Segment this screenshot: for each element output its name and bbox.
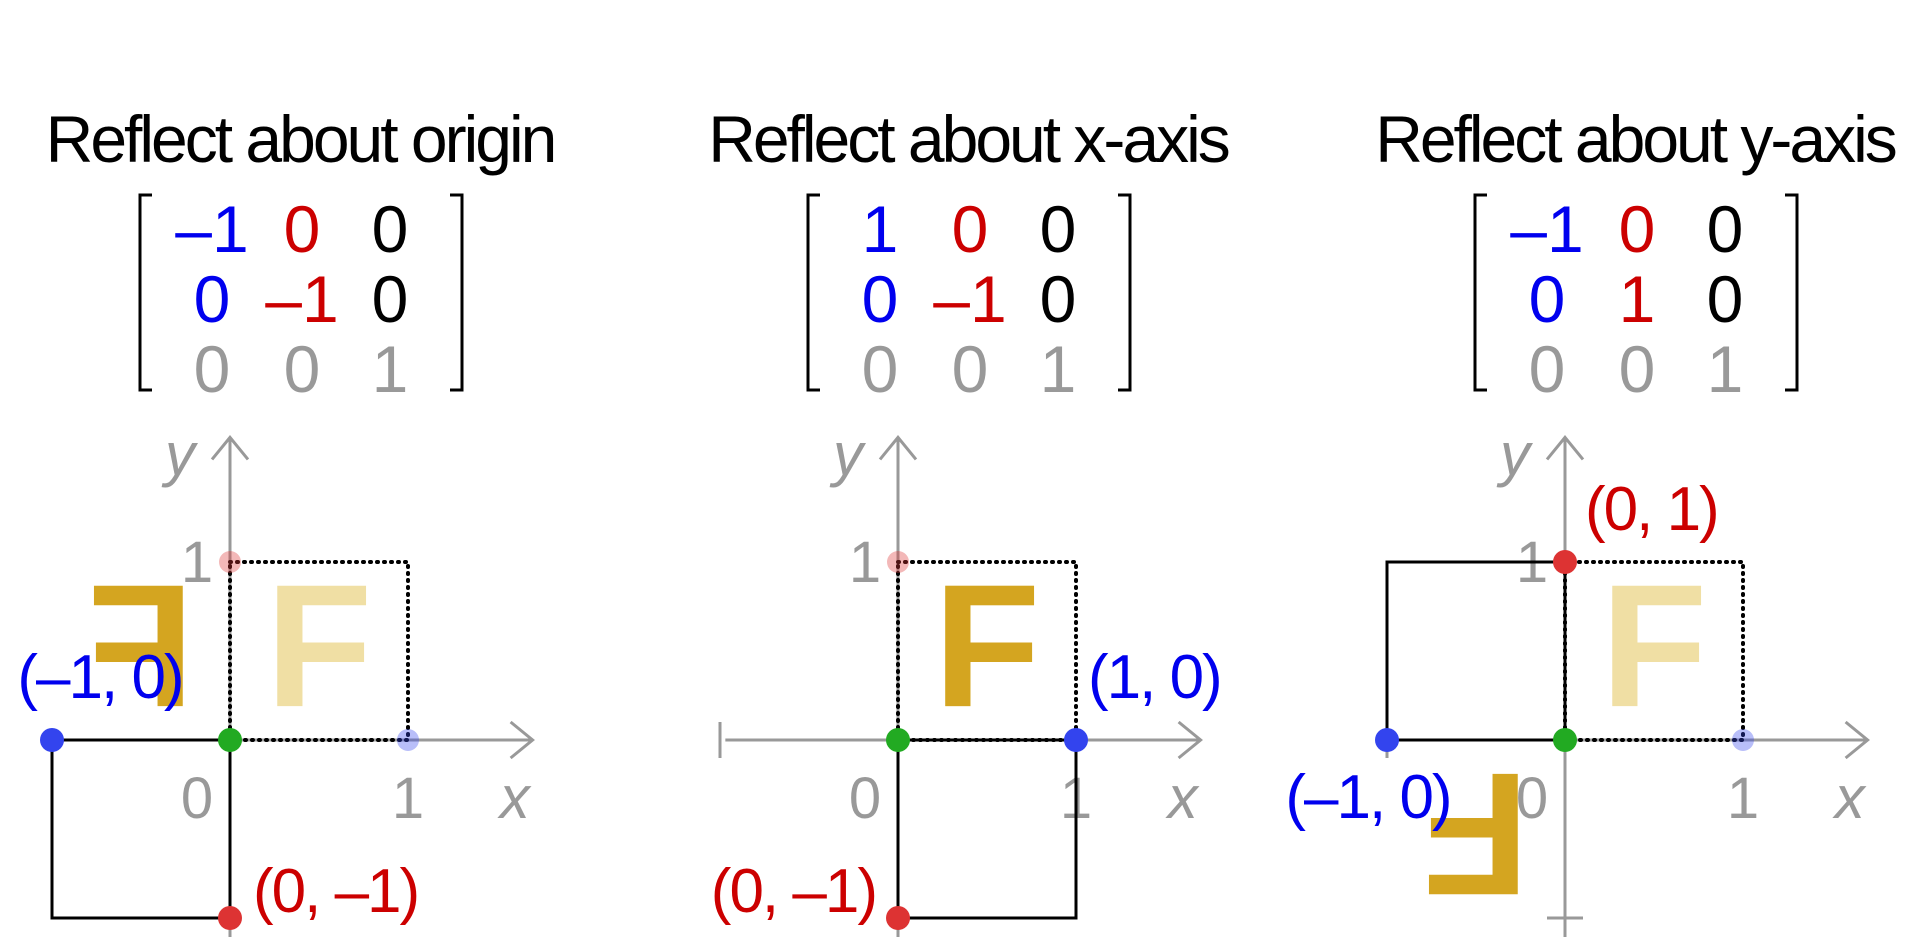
matrix-entry-r2c3: 0 xyxy=(1040,262,1077,336)
matrix-entry-r3c1: 0 xyxy=(1529,332,1566,406)
transformed-letter: F xyxy=(934,549,1041,744)
transformed-unit-square xyxy=(50,738,232,920)
matrix-entry-r3c3: 1 xyxy=(1040,332,1077,406)
matrix-entry-r1c1: –1 xyxy=(175,192,248,266)
tick-label-y-one: 1 xyxy=(849,530,881,595)
original-x-point xyxy=(397,729,419,751)
original-letter: F xyxy=(266,549,373,744)
matrix-entry-r1c3: 0 xyxy=(1707,192,1744,266)
matrix-entry-r2c3: 0 xyxy=(372,262,409,336)
transformed-letter-group: F xyxy=(934,549,1041,744)
image-y-point xyxy=(1553,550,1577,574)
matrix-entry-r3c1: 0 xyxy=(194,332,231,406)
matrix-bracket-left xyxy=(806,193,820,392)
original-letter: F xyxy=(1601,549,1708,744)
image-y-point xyxy=(218,906,242,930)
x-axis-label: x xyxy=(1165,764,1200,831)
matrix-entry-r3c2: 0 xyxy=(1619,332,1656,406)
x-axis-arrow xyxy=(1844,720,1870,760)
matrix-entry-r2c1: 0 xyxy=(194,262,231,336)
matrix-entry-r1c1: 1 xyxy=(862,192,899,266)
original-x-point xyxy=(1732,729,1754,751)
x-axis-label: x xyxy=(497,764,532,831)
transformed-letter-group: F xyxy=(88,549,195,744)
panel-title: Reflect about y-axis xyxy=(1375,102,1896,176)
matrix-bracket-right xyxy=(450,193,464,392)
x-axis-label: x xyxy=(1832,764,1867,831)
panel-title: Reflect about x-axis xyxy=(708,102,1229,176)
image-y-label: (0, –1) xyxy=(711,857,876,926)
image-x-point xyxy=(1375,728,1399,752)
image-x-point xyxy=(40,728,64,752)
image-y-point xyxy=(886,906,910,930)
matrix-entry-r3c3: 1 xyxy=(372,332,409,406)
matrix-entry-r2c3: 0 xyxy=(1707,262,1744,336)
origin-point xyxy=(886,728,910,752)
transformed-letter-group: F xyxy=(1423,736,1530,931)
transformed-letter: F xyxy=(88,549,195,744)
matrix-bracket-right xyxy=(1785,193,1799,392)
original-letter: F xyxy=(934,549,1041,744)
matrix-entry-r1c1: –1 xyxy=(1510,192,1583,266)
y-axis-label: y xyxy=(829,421,867,488)
tick-label-zero: 0 xyxy=(181,766,213,831)
tick-label-zero: 0 xyxy=(1516,766,1548,831)
image-x-label: (–1, 0) xyxy=(17,643,182,712)
transformed-letter: F xyxy=(1423,736,1530,931)
transformed-unit-square xyxy=(1385,560,1567,742)
matrix-entry-r2c1: 0 xyxy=(862,262,899,336)
y-axis-label: y xyxy=(1496,421,1534,488)
original-unit-square xyxy=(228,560,410,742)
matrix-entry-r3c3: 1 xyxy=(1707,332,1744,406)
origin-point xyxy=(218,728,242,752)
y-axis-arrow xyxy=(1545,435,1585,461)
panel-title: Reflect about origin xyxy=(46,102,555,176)
tick-label-y-one: 1 xyxy=(181,530,213,595)
matrix-entry-r1c2: 0 xyxy=(952,192,989,266)
matrix-bracket-right xyxy=(1118,193,1132,392)
matrix-entry-r2c2: 1 xyxy=(1619,262,1656,336)
matrix-entry-r1c2: 0 xyxy=(1619,192,1656,266)
image-x-label: (1, 0) xyxy=(1088,643,1221,712)
tick-label-zero: 0 xyxy=(849,766,881,831)
original-unit-square xyxy=(896,560,1078,742)
x-axis-arrow xyxy=(1177,720,1203,760)
tick-label-x-one: 1 xyxy=(392,766,424,831)
y-axis-arrow xyxy=(878,435,918,461)
matrix-entry-r1c2: 0 xyxy=(284,192,321,266)
y-axis-arrow xyxy=(210,435,250,461)
image-x-label: (–1, 0) xyxy=(1285,763,1450,832)
matrix-bracket-left xyxy=(1473,193,1487,392)
image-y-label: (0, 1) xyxy=(1585,475,1718,544)
matrix-entry-r2c1: 0 xyxy=(1529,262,1566,336)
image-x-point xyxy=(1064,728,1088,752)
image-y-label: (0, –1) xyxy=(253,857,418,926)
matrix-entry-r3c1: 0 xyxy=(862,332,899,406)
original-y-point xyxy=(219,551,241,573)
y-axis-label: y xyxy=(161,421,199,488)
matrix-entry-r1c3: 0 xyxy=(1040,192,1077,266)
matrix-entry-r3c2: 0 xyxy=(952,332,989,406)
tick-label-x-one: 1 xyxy=(1727,766,1759,831)
original-y-point xyxy=(887,551,909,573)
matrix-entry-r1c3: 0 xyxy=(372,192,409,266)
transformed-unit-square xyxy=(896,738,1078,920)
matrix-entry-r2c2: –1 xyxy=(265,262,338,336)
matrix-entry-r3c2: 0 xyxy=(284,332,321,406)
x-axis-arrow xyxy=(509,720,535,760)
matrix-entry-r2c2: –1 xyxy=(933,262,1006,336)
matrix-bracket-left xyxy=(138,193,152,392)
origin-point xyxy=(1553,728,1577,752)
